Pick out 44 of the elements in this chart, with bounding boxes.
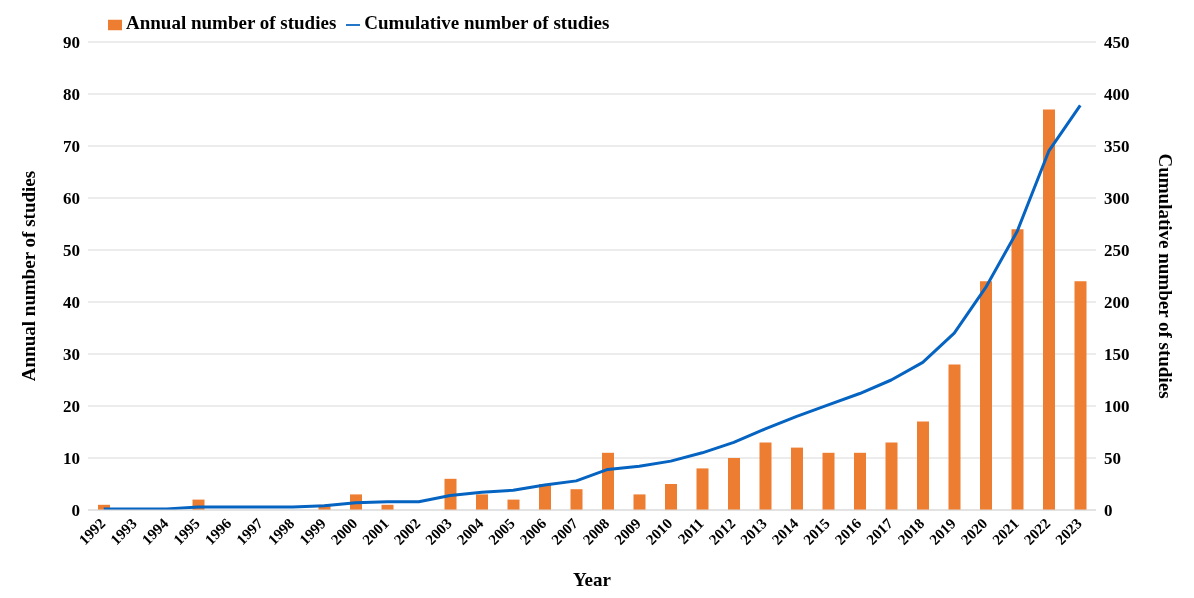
y-axis-title: Annual number of studies bbox=[17, 170, 39, 382]
y2-tick-label: 150 bbox=[1104, 345, 1130, 365]
bar bbox=[980, 281, 992, 510]
bar bbox=[791, 447, 803, 510]
bar bbox=[885, 442, 898, 510]
bar bbox=[854, 452, 866, 510]
y2-tick-label: 250 bbox=[1104, 241, 1130, 261]
bar bbox=[696, 468, 709, 510]
y-tick-label: 70 bbox=[63, 137, 80, 157]
y-tick-label: 60 bbox=[63, 189, 80, 209]
bar bbox=[1011, 229, 1024, 510]
y2-axis-title: Cumulative number of studies bbox=[1155, 153, 1177, 399]
bar bbox=[822, 452, 835, 510]
y-tick-label: 10 bbox=[63, 449, 80, 469]
y-tick-label: 20 bbox=[63, 397, 80, 417]
y2-tick-label: 300 bbox=[1104, 189, 1130, 209]
y-tick-label: 0 bbox=[71, 501, 80, 521]
y2-tick-label: 400 bbox=[1104, 85, 1130, 105]
legend-label: Annual number of studies bbox=[126, 12, 337, 33]
line-series bbox=[102, 103, 1082, 510]
y2-tick-label: 350 bbox=[1104, 137, 1130, 157]
y2-tick-label: 200 bbox=[1104, 293, 1130, 313]
bar bbox=[570, 489, 583, 510]
y-tick-label: 50 bbox=[63, 241, 80, 261]
legend-label: Cumulative number of studies bbox=[364, 12, 610, 33]
y-tick-label: 90 bbox=[63, 33, 80, 53]
bar bbox=[633, 494, 646, 510]
bar bbox=[602, 452, 614, 510]
bar bbox=[1043, 109, 1055, 510]
bar bbox=[728, 458, 740, 510]
bar bbox=[948, 364, 961, 510]
y-tick-label: 40 bbox=[63, 293, 80, 313]
bar bbox=[476, 494, 488, 510]
bar bbox=[917, 421, 929, 510]
y2-tick-label: 450 bbox=[1104, 33, 1130, 53]
y2-tick-label: 100 bbox=[1104, 397, 1130, 417]
y2-tick-label: 50 bbox=[1104, 449, 1121, 469]
y-tick-label: 80 bbox=[63, 85, 80, 105]
bar bbox=[665, 484, 677, 510]
bar bbox=[759, 442, 772, 510]
bar bbox=[1074, 281, 1087, 510]
y-tick-label: 30 bbox=[63, 345, 80, 365]
x-axis-title: Year bbox=[573, 569, 612, 590]
y2-tick-label: 0 bbox=[1104, 501, 1113, 521]
